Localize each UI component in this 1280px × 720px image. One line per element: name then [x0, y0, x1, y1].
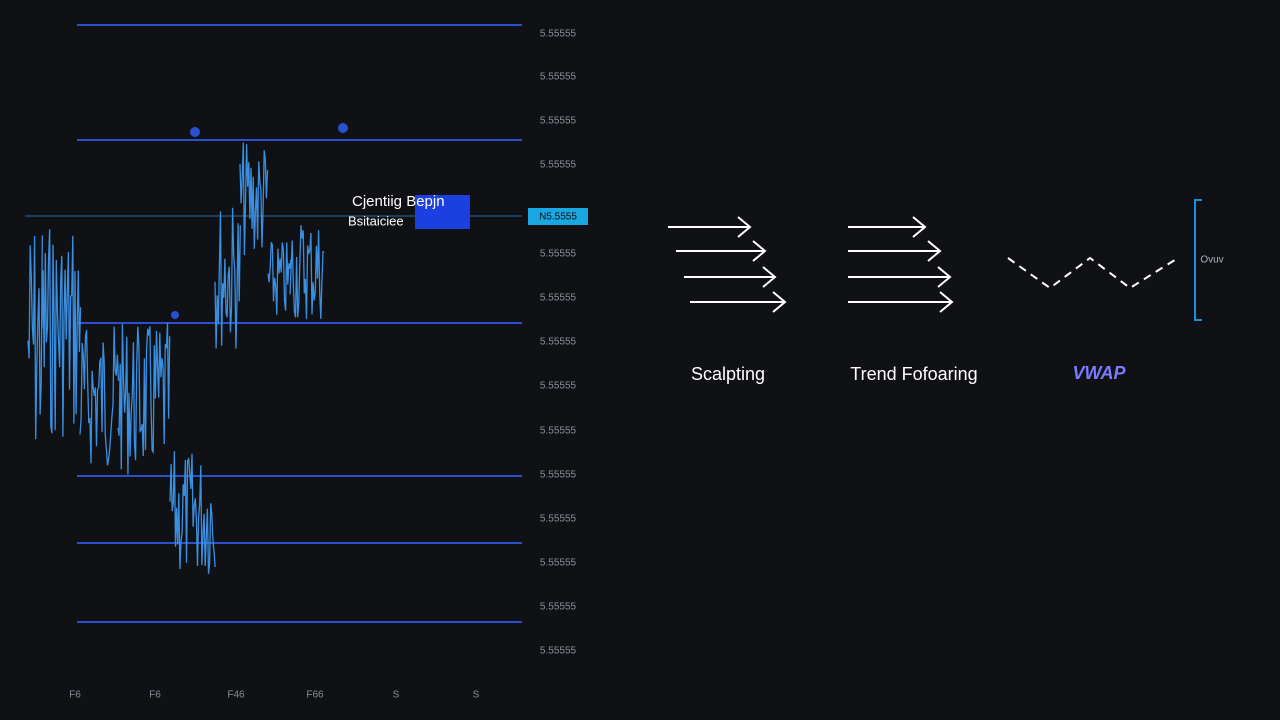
wiggle [27, 235, 43, 440]
price-label: 5.55555 [540, 381, 577, 392]
marker [190, 127, 200, 137]
wiggle [239, 142, 269, 256]
price-chart: Cjentiig Bepjn Bsitaiciee N5.5555 5.5555… [25, 24, 588, 701]
price-label: 5.55555 [540, 72, 577, 83]
arrow [848, 291, 954, 313]
current-price-box [528, 208, 588, 225]
scalping-icon [668, 216, 787, 313]
price-label: 5.55555 [540, 249, 577, 260]
price-wiggles [27, 142, 325, 574]
price-label: 5.55555 [540, 160, 577, 171]
current-price: N5.5555 [539, 212, 577, 223]
annotation-box [415, 195, 470, 229]
annotation-title: Cjentiig Bepjn [352, 193, 445, 210]
time-label: S [393, 690, 400, 701]
marker [171, 311, 179, 319]
time-label: F6 [149, 690, 161, 701]
wiggle [79, 326, 120, 466]
price-label: 5.55555 [540, 29, 577, 40]
arrow [848, 266, 952, 288]
wiggle [214, 207, 241, 349]
markers [171, 123, 348, 319]
price-label: 5.55555 [540, 337, 577, 348]
arrow [676, 240, 767, 262]
strategy-label: VWAP [1072, 363, 1126, 383]
time-label: S [473, 690, 480, 701]
vwap-icon [1007, 256, 1179, 290]
price-label: 5.55555 [540, 293, 577, 304]
price-label: 5.55555 [540, 116, 577, 127]
price-label: 5.55555 [540, 514, 577, 525]
arrow [684, 266, 777, 288]
price-label: 5.55555 [540, 646, 577, 657]
time-label: F46 [227, 690, 245, 701]
arrow [668, 216, 752, 238]
trend-icon [848, 216, 954, 313]
wiggle [289, 225, 325, 320]
price-label: 5.55555 [540, 470, 577, 481]
price-label: 5.55555 [540, 602, 577, 613]
wiggle [41, 229, 82, 437]
wiggle [267, 242, 292, 315]
wiggle [169, 451, 216, 574]
wiggle [117, 323, 171, 475]
arrow [848, 216, 927, 238]
strategy-label: Scalpting [691, 364, 765, 384]
arrow [848, 240, 942, 262]
price-label: 5.55555 [540, 558, 577, 569]
bracket [1194, 199, 1202, 321]
arrow [690, 291, 787, 313]
annotation-subtitle: Bsitaiciee [348, 213, 404, 228]
bracket-label: Ovuv [1200, 255, 1223, 266]
time-label: F6 [69, 690, 81, 701]
marker [338, 123, 348, 133]
time-label: F66 [306, 690, 324, 701]
price-label: 5.55555 [540, 426, 577, 437]
levels [77, 24, 522, 623]
strategy-label: Trend Fofoaring [850, 364, 977, 384]
